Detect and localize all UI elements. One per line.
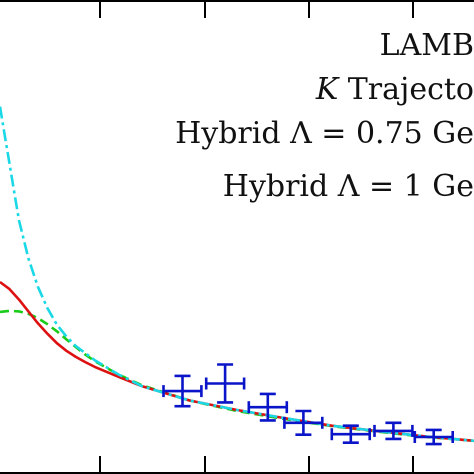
data-point: [373, 421, 414, 441]
series-line-dashdot: [0, 106, 474, 443]
data-point: [204, 363, 246, 404]
legend: LAMB K Trajecto Hybrid Λ = 0.75 Ge Hybri…: [175, 28, 474, 204]
data-point: [162, 374, 203, 408]
data-points-layer: [162, 363, 455, 446]
data-point: [330, 424, 372, 445]
series-layer: [0, 106, 474, 443]
data-point: [247, 392, 289, 422]
legend-entry-lamb: LAMB: [380, 28, 474, 63]
series-line-dashed: [0, 309, 474, 443]
legend-entry-hybrid-075: Hybrid Λ = 0.75 Ge: [175, 116, 474, 151]
data-point: [413, 428, 455, 446]
data-point: [283, 409, 324, 437]
legend-entry-k-trajectory: K Trajecto: [315, 72, 474, 107]
legend-entry-hybrid-1: Hybrid Λ = 1 Ge: [223, 169, 474, 204]
series-line-solid: [0, 280, 474, 443]
